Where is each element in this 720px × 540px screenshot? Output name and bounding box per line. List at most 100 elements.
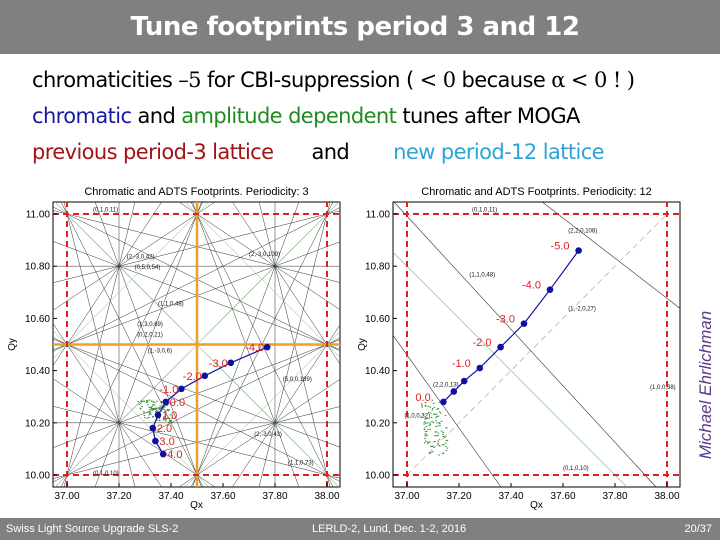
x-tick-label: 37.60 [210,491,235,502]
text: chromatic [32,104,132,128]
resonance-label: (1,0,0,32) [404,414,430,420]
chromatic-tune-point [546,286,554,293]
amplitude-tune-point [145,400,148,402]
amplitude-tune-point [433,441,435,443]
chart-title: Chromatic and ADTS Footprints. Periodici… [84,186,308,198]
resonance-label: (0,1,0,10) [563,466,589,472]
chromaticity-label: 0.0 [170,397,185,409]
amplitude-tune-point [150,400,153,402]
amplitude-tune-point [431,451,434,453]
amplitude-tune-point [445,445,447,447]
amplitude-tune-point [439,423,441,425]
amplitude-tune-point [159,405,161,407]
amplitude-tune-point [424,404,427,406]
amplitude-tune-point [430,445,432,447]
amplitude-tune-point [433,402,435,404]
amplitude-tune-point [156,419,159,421]
amplitude-tune-point [140,400,143,402]
amplitude-tune-point [437,407,439,409]
x-tick-label: 38.00 [654,491,679,502]
amplitude-tune-point [442,431,445,433]
text: because [455,68,552,92]
amplitude-tune-point [424,440,427,442]
amplitude-tune-point [430,416,433,418]
resonance-label: (1,-3,0,6) [148,348,172,354]
resonance-label: (2,-3,0,43) [254,432,282,438]
amplitude-tune-point [426,435,428,437]
amplitude-tune-point [146,417,149,419]
amplitude-tune-point [162,419,165,421]
amplitude-tune-point [436,422,438,424]
chromatic-tune-point [450,388,458,395]
amplitude-tune-point [158,407,160,409]
amplitude-tune-point [432,445,435,447]
resonance-line [406,213,668,476]
amplitude-tune-point [438,439,441,441]
amplitude-tune-point [150,408,153,410]
page-number: 20/37 [684,523,712,535]
amplitude-tune-point [434,413,436,415]
amplitude-tune-point [424,433,426,435]
amplitude-tune-point [165,414,167,416]
x-tick-label: 37.80 [602,491,627,502]
amplitude-tune-point [149,411,152,413]
amplitude-tune-point [152,407,155,409]
resonance-line [184,201,341,358]
chromaticity-label: 0.0 [415,392,430,404]
amplitude-tune-point [429,424,432,426]
resonance-label: (5,0,0,189) [283,377,312,383]
x-tick-label: 37.20 [446,491,471,502]
resonance-line [232,324,341,488]
amplitude-tune-point [439,412,442,414]
y-tick-label: 10.20 [25,418,50,429]
amplitude-tune-point [150,413,152,415]
amplitude-tune-point [425,422,427,424]
amplitude-tune-point [424,421,426,423]
amplitude-tune-point [141,401,143,403]
text: and [131,104,182,128]
chromatic-tune-point [201,372,209,380]
chromaticity-label: 4.0 [167,449,182,461]
text-line-1: chromaticities –5 for CBI-suppression ( … [32,62,635,98]
x-tick-label: 37.00 [394,491,419,502]
amplitude-tune-point [163,405,165,407]
slide-title: Tune footprints period 3 and 12 [130,12,580,42]
amplitude-tune-point [145,401,148,403]
y-axis-label: Qy [7,338,18,351]
amplitude-tune-point [423,421,426,423]
resonance-line [178,379,341,488]
amplitude-tune-point [431,399,434,401]
y-axis-label: Qy [357,338,368,351]
x-tick-label: 37.20 [106,491,131,502]
amplitude-tune-point [424,402,427,404]
resonance-line [392,335,502,488]
amplitude-tune-point [437,435,439,437]
resonance-label: (0,1,0,11) [472,207,497,213]
amplitude-tune-point [435,417,437,419]
amplitude-tune-point [446,447,449,449]
amplitude-tune-point [444,442,447,444]
amplitude-tune-point [166,405,168,407]
amplitude-tune-point [420,416,423,418]
amplitude-tune-point [163,416,165,418]
period-12-footprint-chart: (0,1,0,11) (2,2,0,108) (1,1,0,48) (1,-2,0,2… [357,186,681,510]
amplitude-tune-point [432,413,435,415]
text: chromaticities [32,68,179,92]
resonance-label: (0,2,0,21) [137,333,163,339]
amplitude-tune-point [435,413,438,415]
chromatic-tune-point [476,364,484,372]
chromaticity-label: -2.0 [183,371,202,383]
amplitude-tune-point [437,425,439,427]
footer-left: Swiss Light Source Upgrade SLS-2 [6,523,179,535]
amplitude-tune-point [427,429,429,431]
resonance-line [393,201,657,488]
text: –5 [178,68,201,92]
resonance-line [178,201,341,310]
resonance-line [542,201,681,309]
resonance-line [184,331,341,488]
amplitude-tune-point [435,420,437,422]
amplitude-tune-point [154,411,157,413]
amplitude-tune-point [169,420,171,422]
resonance-label: (1,0,0,38) [650,385,676,391]
amplitude-tune-point [439,445,441,447]
